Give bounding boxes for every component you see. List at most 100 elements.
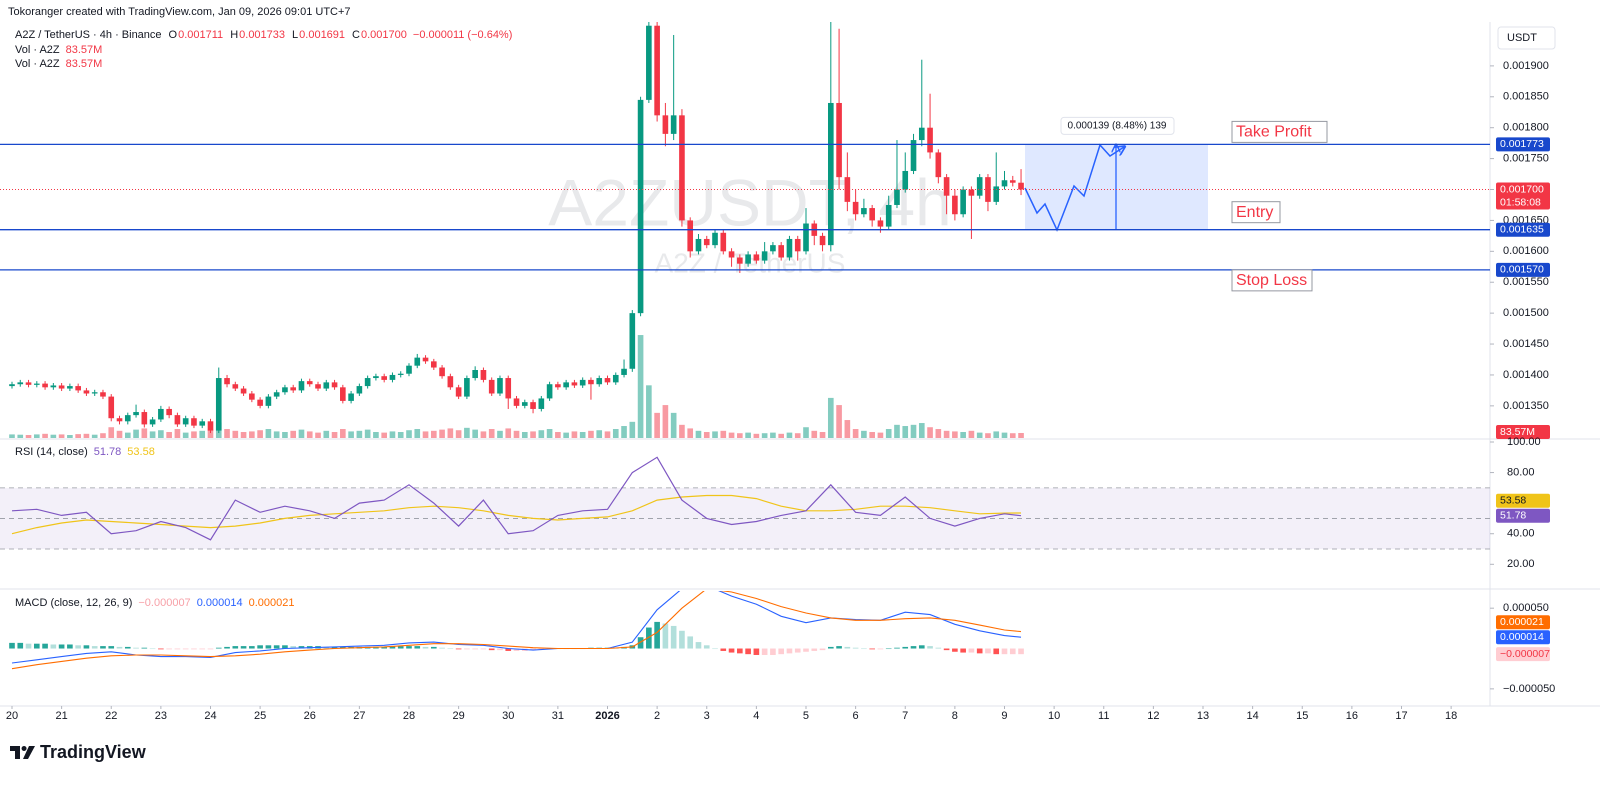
volume-bar (430, 430, 437, 438)
level-tag: 0.001773 (1500, 138, 1544, 150)
volume-bar (737, 433, 743, 438)
candle-body (621, 368, 627, 375)
level-name: Stop Loss (1236, 272, 1307, 289)
level-tag-box (1496, 262, 1550, 277)
x-tick-label: 17 (1395, 710, 1407, 722)
candle-body (836, 102, 842, 178)
x-tick-label: 3 (704, 710, 710, 722)
projection-path (1024, 143, 1124, 232)
candle-body (373, 376, 379, 379)
volume-bar (927, 427, 933, 438)
legend-item: 0.001700 (361, 29, 407, 41)
value-tag: 53.58 (1500, 494, 1526, 506)
x-tick-label: 14 (1247, 710, 1259, 722)
currency-box[interactable] (1497, 26, 1556, 50)
y-tick-label: 0.001900 (1503, 60, 1549, 72)
macd-histogram-bar (1018, 648, 1024, 655)
volume-bar (902, 426, 909, 438)
volume-bar (819, 432, 826, 438)
measure-label: 0.000139 (8.48%) 139 (1068, 121, 1167, 132)
volume-bar (265, 429, 272, 438)
candle-body (422, 357, 429, 362)
candle-body (852, 201, 859, 215)
legend-item: 53.58 (127, 446, 155, 458)
macd-histogram-bar (323, 646, 330, 649)
volume-bar (406, 430, 412, 438)
macd-histogram-bar (679, 630, 685, 649)
candle-body (588, 379, 594, 385)
x-tick-label: 16 (1346, 710, 1358, 722)
volume-bar (472, 429, 478, 438)
candle-body (737, 257, 743, 264)
x-tick-label: 6 (853, 710, 859, 722)
volume-bar (621, 426, 627, 438)
volume-bar (33, 434, 40, 438)
candle-body (778, 245, 784, 258)
x-tick-label: 2 (654, 710, 660, 722)
volume-bar (869, 432, 875, 438)
volume-bar (42, 433, 48, 438)
macd-histogram-bar (877, 648, 884, 650)
candle-body (637, 99, 644, 314)
volume-bar (629, 421, 636, 438)
y-tick-label: 0.001600 (1503, 245, 1549, 257)
candle-body (455, 387, 462, 397)
candle-body (604, 378, 611, 383)
candle-body (844, 177, 851, 202)
volume-bar (133, 429, 139, 438)
y-tick-label: 0.000050 (1503, 602, 1549, 614)
candle-body (91, 392, 98, 394)
macd-histogram-bar (472, 648, 478, 650)
x-tick-label: 10 (1048, 710, 1060, 722)
macd-pane (9, 591, 1024, 670)
volume-bar (786, 432, 793, 438)
macd-histogram-bar (224, 646, 230, 649)
brand-icon (10, 746, 35, 759)
volume-bar (943, 430, 950, 438)
volume-bar (803, 427, 809, 438)
candle-body (555, 384, 561, 388)
currency: USDT (1507, 32, 1537, 44)
volume-bar (571, 431, 578, 438)
volume-bar (397, 432, 404, 438)
candle-body (141, 412, 148, 425)
macd-histogram-bar (869, 648, 875, 650)
candle-body (488, 379, 495, 394)
level-tag: 0.001635 (1500, 223, 1544, 235)
macd-histogram-bar (397, 646, 404, 649)
candle-body (83, 390, 90, 394)
macd-histogram-bar (430, 646, 437, 649)
macd-histogram-bar (497, 648, 503, 651)
candle-body (753, 254, 760, 261)
macd-histogram-bar (158, 648, 164, 650)
macd-histogram-bar (703, 645, 710, 649)
volume-bar (50, 434, 57, 438)
x-tick-label: 26 (304, 710, 316, 722)
volume-bar (918, 423, 925, 438)
candle-body (538, 398, 545, 409)
macd-histogram-bar (811, 648, 818, 651)
volume-bar (877, 432, 884, 438)
volume-bar (381, 432, 387, 438)
legend-item: 0.001733 (239, 29, 285, 41)
candle-body (1009, 180, 1016, 183)
candle-body (58, 385, 65, 389)
volume-bar (1018, 432, 1024, 438)
candle-body (885, 204, 892, 227)
candle-body (687, 220, 694, 252)
candle-body (596, 378, 603, 385)
candle-body (232, 384, 239, 389)
volume-bar (885, 429, 892, 438)
x-tick-label: 29 (452, 710, 464, 722)
x-tick-label: 15 (1296, 710, 1308, 722)
candle-body (381, 376, 387, 380)
candle-body (703, 238, 710, 246)
candle-body (414, 357, 421, 366)
x-tick-label: 11 (1098, 710, 1109, 722)
volume-bar (447, 428, 454, 438)
candle-body (902, 170, 909, 190)
level-name: Take Profit (1236, 124, 1312, 141)
volume-bar (1009, 433, 1016, 438)
macd-histogram-bar (67, 644, 73, 649)
volume-bar (513, 430, 520, 438)
